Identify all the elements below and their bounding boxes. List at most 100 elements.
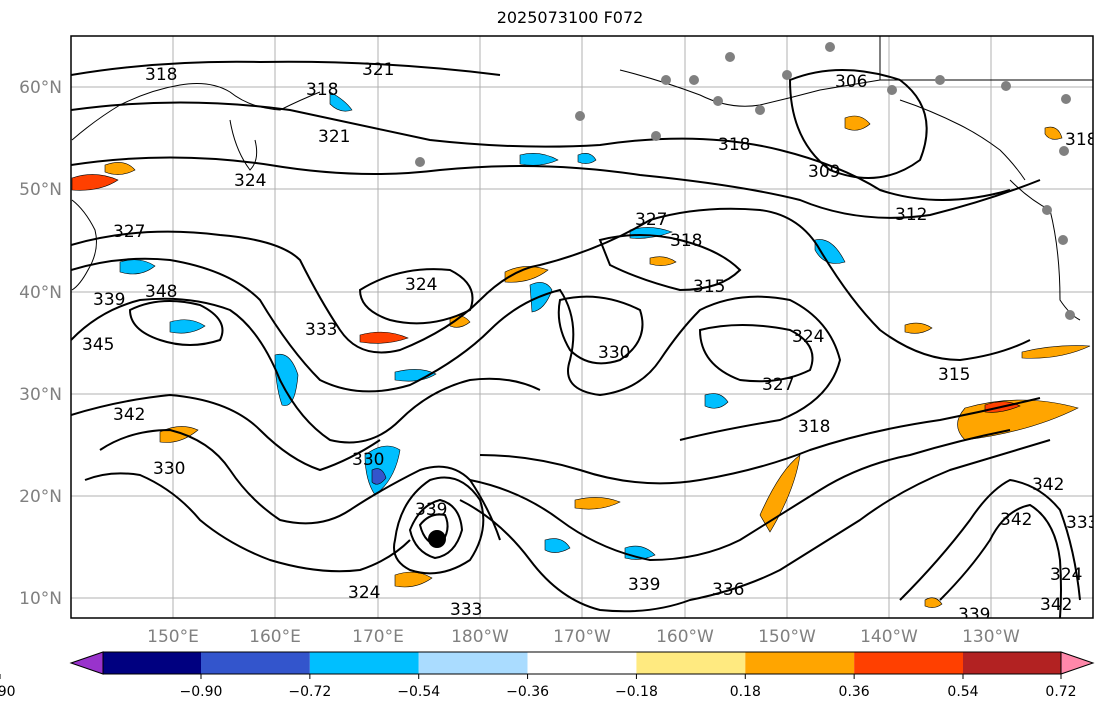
shade-blob [104,162,136,175]
contour-labels: 318 321 318 321 324 327 339 348 345 324 … [82,60,1098,625]
contour-label: 318 [798,417,830,437]
contour-label: 312 [895,205,927,225]
contour-label: 342 [1040,595,1072,615]
colorbar-tick-label: −0.72 [288,684,331,700]
colorbar-swatch [854,652,963,674]
contour-label: 318 [1065,130,1097,150]
contour-label: 327 [113,222,145,242]
station-dots [415,42,1075,320]
plot-border [70,35,1094,619]
contour-label: 333 [1066,513,1098,533]
contour-label: 306 [835,72,867,92]
contour-label: 321 [362,60,394,80]
contour-label: 330 [598,343,630,363]
colorbar-tick-label: 0.54 [947,684,978,700]
shade-blob [529,282,553,313]
contour-label: 333 [305,320,337,340]
shade-blob [1044,126,1063,140]
contour-label: 336 [712,580,744,600]
lon-label: 170°W [553,627,611,647]
shade-blob [169,319,206,334]
contour-label: 333 [450,600,482,620]
shade-blob [504,266,549,283]
lon-label: 180°W [451,627,509,647]
lat-label: 60°N [19,78,62,98]
shade-blob [574,497,621,510]
lat-label: 20°N [19,487,62,507]
shade-blob [904,322,933,334]
colorbar-outline [102,651,1062,675]
contour-label: 324 [1050,565,1082,585]
shade-blob [1021,345,1091,359]
colorbar-extend-max [1060,651,1095,675]
shade-blob [359,331,409,344]
latitude-axis: 60°N 50°N 40°N 30°N 20°N 10°N [19,78,62,609]
colorbar-extend-min [69,651,104,675]
colorbar-tick-label: 0.18 [730,684,761,700]
colorbar-swatch [745,652,855,674]
colorbar-tick-label: −0.54 [397,684,440,700]
contour-label: 342 [113,405,145,425]
shade-blob [519,153,559,166]
lon-label: 150°W [758,627,816,647]
shade-blob [577,153,597,164]
colorbar-tick-label: 0.90 [0,684,16,700]
cyclone-center-marker [428,530,446,548]
colorbar-swatch [636,652,746,674]
colorbar-tick-label: −0.18 [615,684,658,700]
colorbar: −0.90 −0.72 −0.54 −0.36 −0.18 0.18 0.36 0.54 0.7… [0,651,1095,700]
lon-label: 130°W [962,627,1020,647]
shade-blob [329,91,353,112]
contour-label: 339 [415,500,447,520]
map-title: 2025073100 F072 [496,8,644,27]
contour-label: 309 [808,162,840,182]
shade-blob [71,174,119,191]
longitude-axis: 150°E 160°E 170°E 180°W 170°W 160°W 150°… [147,627,1020,647]
contour-label: 318 [718,135,750,155]
shade-blob [704,393,729,409]
shade-blob [649,256,677,266]
contour-label: 318 [306,80,338,100]
contour-label: 327 [762,375,794,395]
lon-label: 160°E [249,627,301,647]
contour-label: 339 [628,575,660,595]
contours [71,60,1081,618]
contour-label: 324 [405,275,437,295]
contour-label: 324 [792,327,824,347]
colorbar-swatch [963,652,1061,674]
contour-label: 348 [145,282,177,302]
contour-label: 324 [348,583,380,603]
contour-label: 315 [693,277,725,297]
colorbar-swatch [309,652,419,674]
contour-label: 324 [234,171,266,191]
lon-label: 150°E [147,627,199,647]
shade-blob [371,468,387,485]
lat-label: 40°N [19,283,62,303]
contour-label: 345 [82,335,114,355]
colorbar-swatch [201,652,310,674]
contour-label: 339 [93,290,125,310]
shade-blob [814,239,846,264]
contour-label: 318 [145,65,177,85]
colorbar-swatch [103,652,201,674]
colorbar-tick-label: 0.36 [839,684,870,700]
colorbar-swatch [418,652,528,674]
contour-label: 318 [670,231,702,251]
contour-label: 315 [938,365,970,385]
shade-blob [394,571,433,588]
contour-label: 327 [635,210,667,230]
contour-label: 339 [958,605,990,625]
colorbar-tick-label: 0.72 [1045,684,1076,700]
shade-blob [844,115,871,131]
contour-label: 330 [352,450,384,470]
contour-label: 342 [1032,475,1064,495]
colorbar-tick-label: −0.36 [506,684,549,700]
lat-label: 50°N [19,180,62,200]
colorbar-tick-label: −0.90 [180,684,223,700]
colorbar-swatch [527,652,637,674]
contour-label: 342 [1000,510,1032,530]
shade-blob [394,369,437,382]
shade-blob [924,597,943,608]
lat-label: 10°N [19,589,62,609]
